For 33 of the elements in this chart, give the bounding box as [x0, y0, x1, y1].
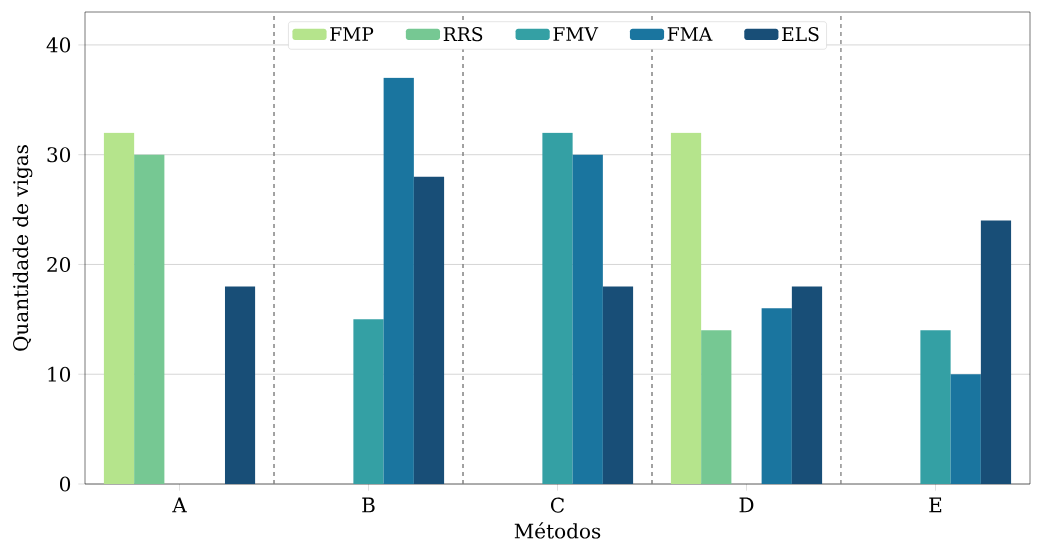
bar	[920, 330, 951, 484]
bar	[950, 374, 981, 484]
legend-label: FMP	[330, 27, 374, 41]
x-tick-label: D	[739, 497, 754, 513]
bar	[761, 308, 792, 484]
bar	[224, 286, 256, 484]
y-tick-label: 30	[47, 147, 71, 163]
legend-label: RRS	[443, 27, 483, 42]
y-tick-label: 0	[60, 476, 71, 492]
x-axis-title: Métodos	[514, 522, 601, 539]
legend-label: ELS	[782, 27, 819, 42]
bar	[383, 77, 414, 484]
y-tick-label: 10	[48, 366, 71, 382]
bar	[353, 319, 384, 484]
x-tick-label: A	[172, 497, 187, 513]
y-tick-label: 20	[47, 256, 71, 273]
bar	[980, 220, 1012, 484]
x-tick-label: C	[550, 497, 564, 513]
bar	[670, 132, 702, 484]
bar	[103, 132, 135, 484]
bar	[572, 154, 603, 484]
bar	[134, 154, 165, 484]
y-axis-title: Quantidade de vigas	[12, 145, 33, 351]
legend-label: FMV	[553, 27, 599, 41]
bar	[701, 330, 732, 484]
bar	[413, 176, 445, 484]
legend-label: FMA	[667, 27, 713, 41]
y-tick-label: 40	[46, 37, 71, 53]
bar	[602, 286, 634, 484]
x-tick-label: E	[929, 497, 942, 513]
x-tick-label: B	[362, 497, 375, 513]
bar	[791, 286, 823, 484]
bar	[542, 132, 573, 484]
